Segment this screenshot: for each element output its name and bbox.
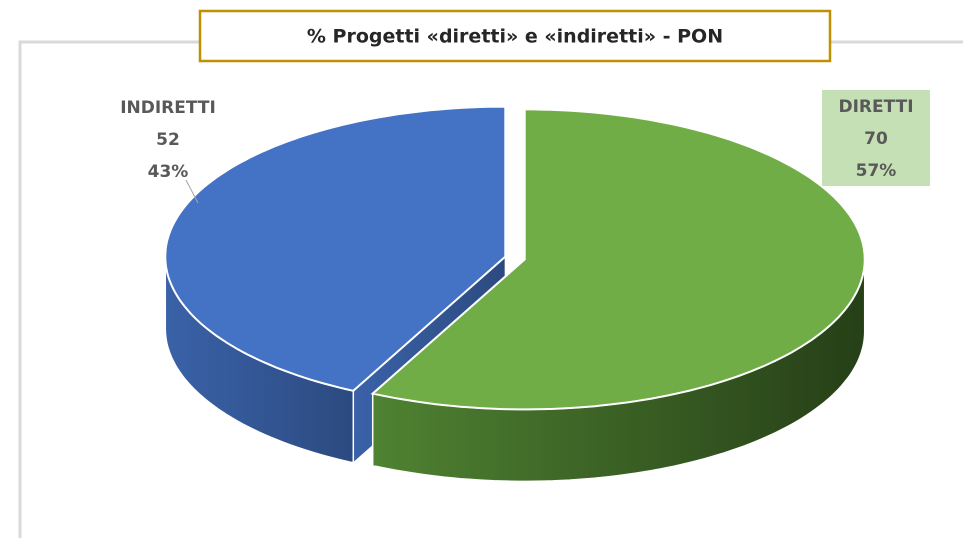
data-label-value: 70: [864, 129, 888, 149]
leader-line: [185, 179, 199, 204]
data-label-category: DIRETTI: [838, 97, 913, 117]
data-label-percentage: 43%: [148, 162, 189, 182]
slice: [370, 108, 866, 411]
data-label-category: INDIRETTI: [120, 98, 216, 118]
pie: [164, 105, 866, 483]
label-box: [822, 90, 930, 186]
chart-title: % Progetti «diretti» e «indiretti» - PON: [307, 26, 723, 48]
plot-frame: [18, 40, 963, 538]
slice: [164, 105, 507, 392]
data-label-percentage: 57%: [856, 161, 897, 181]
title-box: [198, 9, 832, 63]
data-label-value: 52: [156, 130, 180, 150]
